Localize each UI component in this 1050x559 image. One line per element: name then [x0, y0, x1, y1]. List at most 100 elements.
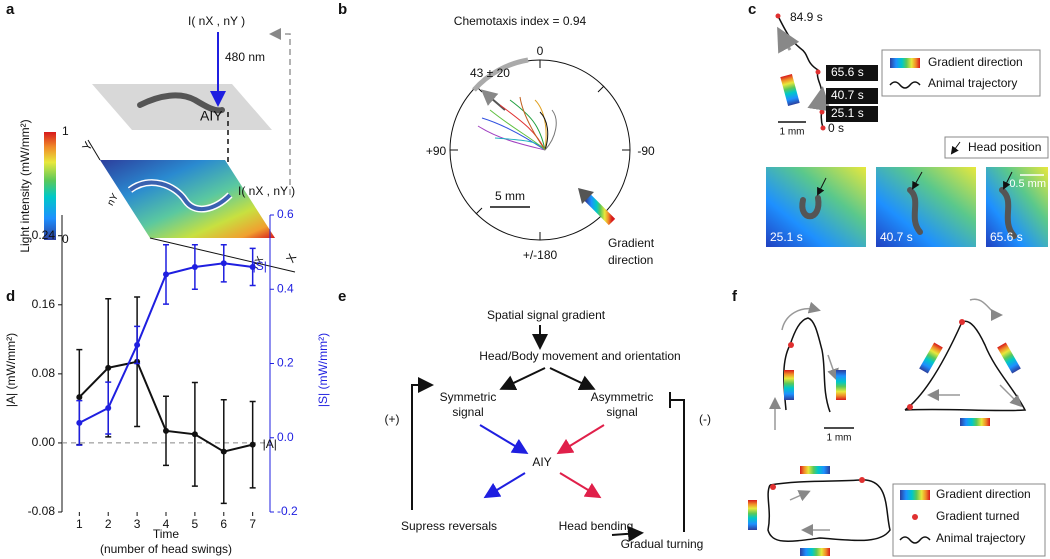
- time-box: [826, 106, 878, 122]
- diagram-node: Asymmetric: [591, 390, 654, 404]
- head-arrow: [1003, 171, 1013, 190]
- arrow: [611, 525, 644, 542]
- colorbar-label: Light intensity (mW/mm²): [18, 119, 32, 252]
- legend-box: [944, 136, 1049, 159]
- y2-tick-label: -0.2: [277, 504, 298, 518]
- legend-label: Gradient turned: [936, 509, 1019, 523]
- legend-label: Animal trajectory: [936, 531, 1025, 545]
- x-axis-title: Time: [153, 527, 180, 541]
- y-tick-label: -0.08: [28, 504, 56, 518]
- arrow: [556, 424, 605, 455]
- x-tick-label: 6: [220, 517, 227, 531]
- y-axis: [87, 139, 101, 161]
- worm: [907, 187, 923, 235]
- panel-b: Chemotaxis index = 0.94 0 +90 -90 +/-180…: [426, 14, 655, 267]
- gradient-label: direction: [608, 253, 653, 267]
- head-arrow: [950, 141, 961, 155]
- data-point: [249, 263, 256, 270]
- arrow: [479, 424, 529, 455]
- gradient-icon: [784, 370, 794, 400]
- wavelength: 480 nm: [225, 50, 265, 64]
- direction-arrow: [999, 384, 1023, 408]
- gradient-arrowhead: [578, 188, 594, 204]
- x-tick-label: 5: [192, 517, 199, 531]
- legend-label: Gradient direction: [936, 487, 1031, 501]
- head-arrow: [817, 177, 827, 196]
- data-point: [105, 405, 112, 412]
- diagram-node: signal: [606, 405, 637, 419]
- worm-path-inner: [128, 180, 232, 211]
- arrow: [499, 367, 546, 391]
- feedback-positive: [411, 377, 434, 510]
- mean-arrow: [480, 89, 506, 111]
- data-point: [105, 364, 112, 371]
- turn-marker: [907, 404, 913, 410]
- angle-label: -90: [637, 144, 655, 158]
- worm: [999, 187, 1017, 239]
- data-point: [76, 419, 83, 426]
- neuron-label: AIY: [200, 108, 223, 124]
- intensity-label: I( nX , nY ): [188, 14, 245, 28]
- gradient-icon: [960, 418, 990, 426]
- time-box: [826, 65, 878, 81]
- legend-swatch: [912, 514, 918, 520]
- trajectory: [904, 320, 1027, 412]
- angle-label: 0: [537, 44, 544, 58]
- gradient-icon: [836, 370, 846, 400]
- diagram-node: Symmetric: [440, 390, 497, 404]
- direction-arrow: [789, 490, 811, 502]
- y-axis-title: |A| (mW/mm²): [4, 333, 18, 407]
- y-tick-label: 0.08: [32, 366, 56, 380]
- gradient-icon: [800, 466, 830, 474]
- data-point: [191, 263, 198, 270]
- legend-swatch: [890, 58, 920, 68]
- angle-label: +/-180: [523, 248, 558, 262]
- gradient-icon: [800, 548, 830, 556]
- axis-letter: Y: [79, 139, 95, 153]
- data-point: [220, 260, 227, 267]
- panel-title: Chemotaxis index = 0.94: [454, 14, 587, 28]
- panel-label: d: [6, 288, 15, 305]
- gradient-arrow: [582, 192, 616, 226]
- panel-label: e: [338, 288, 346, 305]
- panel-label: c: [748, 1, 756, 18]
- legend-swatch: [900, 490, 930, 500]
- series-label: |S|: [253, 259, 267, 273]
- panel-label: b: [338, 1, 347, 18]
- frame-time: 65.6 s: [990, 230, 1023, 244]
- head-arrow: [912, 171, 923, 190]
- panel-label: f: [732, 288, 738, 305]
- gradient-icon: [997, 342, 1021, 374]
- gradient-icon: [919, 342, 943, 374]
- scale-label: 1 mm: [827, 433, 852, 444]
- turn-marker: [770, 484, 776, 490]
- x-tick-label: 1: [76, 517, 83, 531]
- y2-tick-label: 0.4: [277, 281, 294, 295]
- panel-f: 1 mm Gradient direction Gradient turned …: [748, 298, 1046, 557]
- direction-arrow: [781, 301, 821, 331]
- diagram-node: Supress reversals: [401, 519, 497, 533]
- diagram-node: Gradual turning: [621, 537, 704, 551]
- y2-tick-label: 0.2: [277, 356, 294, 370]
- time-box: [826, 88, 878, 104]
- x-axis-title: (number of head swings): [100, 542, 232, 556]
- time-markers: [775, 13, 826, 131]
- y-tick-label: 0.24: [32, 228, 56, 242]
- scale-label: 0.5 mm: [1009, 178, 1046, 190]
- data-point: [249, 441, 256, 448]
- panel-e: Spatial signal gradient Head/Body moveme…: [385, 308, 712, 551]
- mean-angle: 43 ± 20: [470, 66, 510, 80]
- data-point: [191, 431, 198, 438]
- legend-swatch: [889, 81, 921, 89]
- data-point: [163, 427, 169, 434]
- arrow: [559, 472, 602, 499]
- time-label: 0 s: [828, 121, 844, 135]
- turn-marker: [959, 319, 965, 325]
- legend-label: Gradient direction: [928, 55, 1023, 69]
- diagram-node: AIY: [532, 455, 551, 469]
- polar-ticks: [450, 60, 630, 240]
- y2-tick-label: 0.6: [277, 207, 294, 221]
- stage-plane: [92, 84, 272, 130]
- colorbar: [44, 132, 56, 240]
- panel-c: 84.9 s 65.6 s 40.7 s 25.1 s 0 s 1 mm Gra…: [766, 10, 1049, 247]
